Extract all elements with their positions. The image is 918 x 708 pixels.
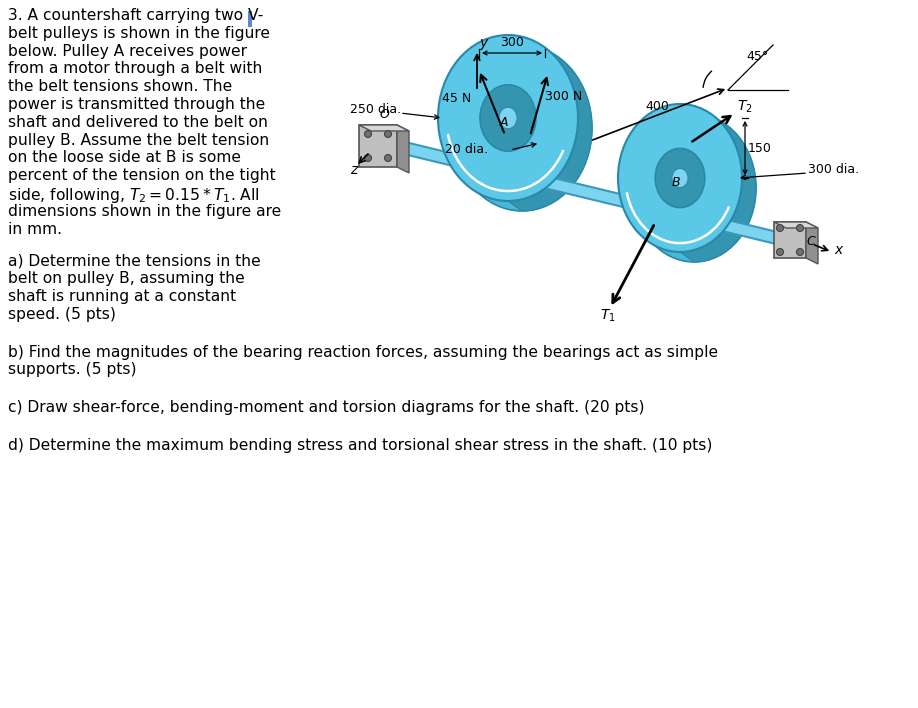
Polygon shape	[806, 222, 818, 264]
Circle shape	[385, 130, 391, 137]
Circle shape	[364, 154, 372, 161]
Polygon shape	[680, 104, 756, 262]
Text: shaft is running at a constant: shaft is running at a constant	[8, 289, 236, 304]
Polygon shape	[397, 125, 409, 173]
Text: 20 dia.: 20 dia.	[445, 143, 488, 156]
Text: 300 N: 300 N	[545, 90, 582, 103]
Circle shape	[797, 249, 803, 256]
Text: supports. (5 pts): supports. (5 pts)	[8, 362, 137, 377]
Text: B: B	[672, 176, 680, 189]
Polygon shape	[774, 222, 818, 228]
Ellipse shape	[480, 85, 536, 152]
Text: shaft and delivered to the belt on: shaft and delivered to the belt on	[8, 115, 268, 130]
Text: power is transmitted through the: power is transmitted through the	[8, 97, 265, 112]
Circle shape	[777, 249, 783, 256]
Circle shape	[797, 224, 803, 232]
Text: x: x	[834, 243, 842, 257]
Polygon shape	[395, 140, 787, 246]
Circle shape	[364, 130, 372, 137]
Ellipse shape	[498, 107, 517, 129]
Ellipse shape	[655, 149, 705, 207]
Text: O: O	[380, 108, 390, 121]
Text: b) Find the magnitudes of the bearing reaction forces, assuming the bearings act: b) Find the magnitudes of the bearing re…	[8, 345, 718, 360]
Text: on the loose side at B is some: on the loose side at B is some	[8, 150, 241, 166]
Text: $T_2$: $T_2$	[737, 99, 753, 115]
Text: d) Determine the maximum bending stress and torsional shear stress in the shaft.: d) Determine the maximum bending stress …	[8, 438, 712, 453]
Text: z: z	[350, 163, 357, 177]
Text: from a motor through a belt with: from a motor through a belt with	[8, 62, 263, 76]
Text: percent of the tension on the tight: percent of the tension on the tight	[8, 169, 275, 183]
Bar	[359, 125, 397, 167]
Text: 250 dia.: 250 dia.	[350, 103, 401, 116]
Text: speed. (5 pts): speed. (5 pts)	[8, 307, 116, 322]
Text: C: C	[806, 235, 815, 248]
Text: 300 dia.: 300 dia.	[808, 163, 859, 176]
Text: 150: 150	[748, 142, 772, 154]
Ellipse shape	[618, 104, 742, 252]
Text: 300: 300	[500, 36, 524, 49]
Text: $T_1$: $T_1$	[600, 308, 616, 324]
Text: the belt tensions shown. The: the belt tensions shown. The	[8, 79, 232, 94]
Text: 3. A countershaft carrying two V-: 3. A countershaft carrying two V-	[8, 8, 263, 23]
Bar	[248, 11, 252, 27]
Polygon shape	[508, 35, 592, 211]
Text: side, following, $T_2 = 0.15*T_1$. All: side, following, $T_2 = 0.15*T_1$. All	[8, 186, 260, 205]
Text: 45 N: 45 N	[442, 92, 471, 105]
Text: dimensions shown in the figure are: dimensions shown in the figure are	[8, 204, 281, 219]
Text: y: y	[479, 36, 487, 50]
Ellipse shape	[632, 114, 756, 262]
Text: pulley B. Assume the belt tension: pulley B. Assume the belt tension	[8, 132, 269, 147]
Text: belt on pulley B, assuming the: belt on pulley B, assuming the	[8, 271, 245, 286]
Text: 400: 400	[645, 100, 669, 113]
Ellipse shape	[672, 169, 688, 188]
Circle shape	[777, 224, 783, 232]
Text: 45°: 45°	[746, 50, 768, 63]
Polygon shape	[359, 125, 409, 131]
Text: below. Pulley A receives power: below. Pulley A receives power	[8, 44, 247, 59]
Text: a) Determine the tensions in the: a) Determine the tensions in the	[8, 253, 261, 268]
Bar	[774, 222, 806, 258]
Text: c) Draw shear-force, bending-moment and torsion diagrams for the shaft. (20 pts): c) Draw shear-force, bending-moment and …	[8, 400, 644, 415]
Text: A: A	[499, 116, 509, 129]
Ellipse shape	[438, 35, 578, 201]
Circle shape	[385, 154, 391, 161]
Text: belt pulleys is shown in the figure: belt pulleys is shown in the figure	[8, 25, 270, 41]
Ellipse shape	[452, 45, 592, 211]
Text: in mm.: in mm.	[8, 222, 62, 236]
